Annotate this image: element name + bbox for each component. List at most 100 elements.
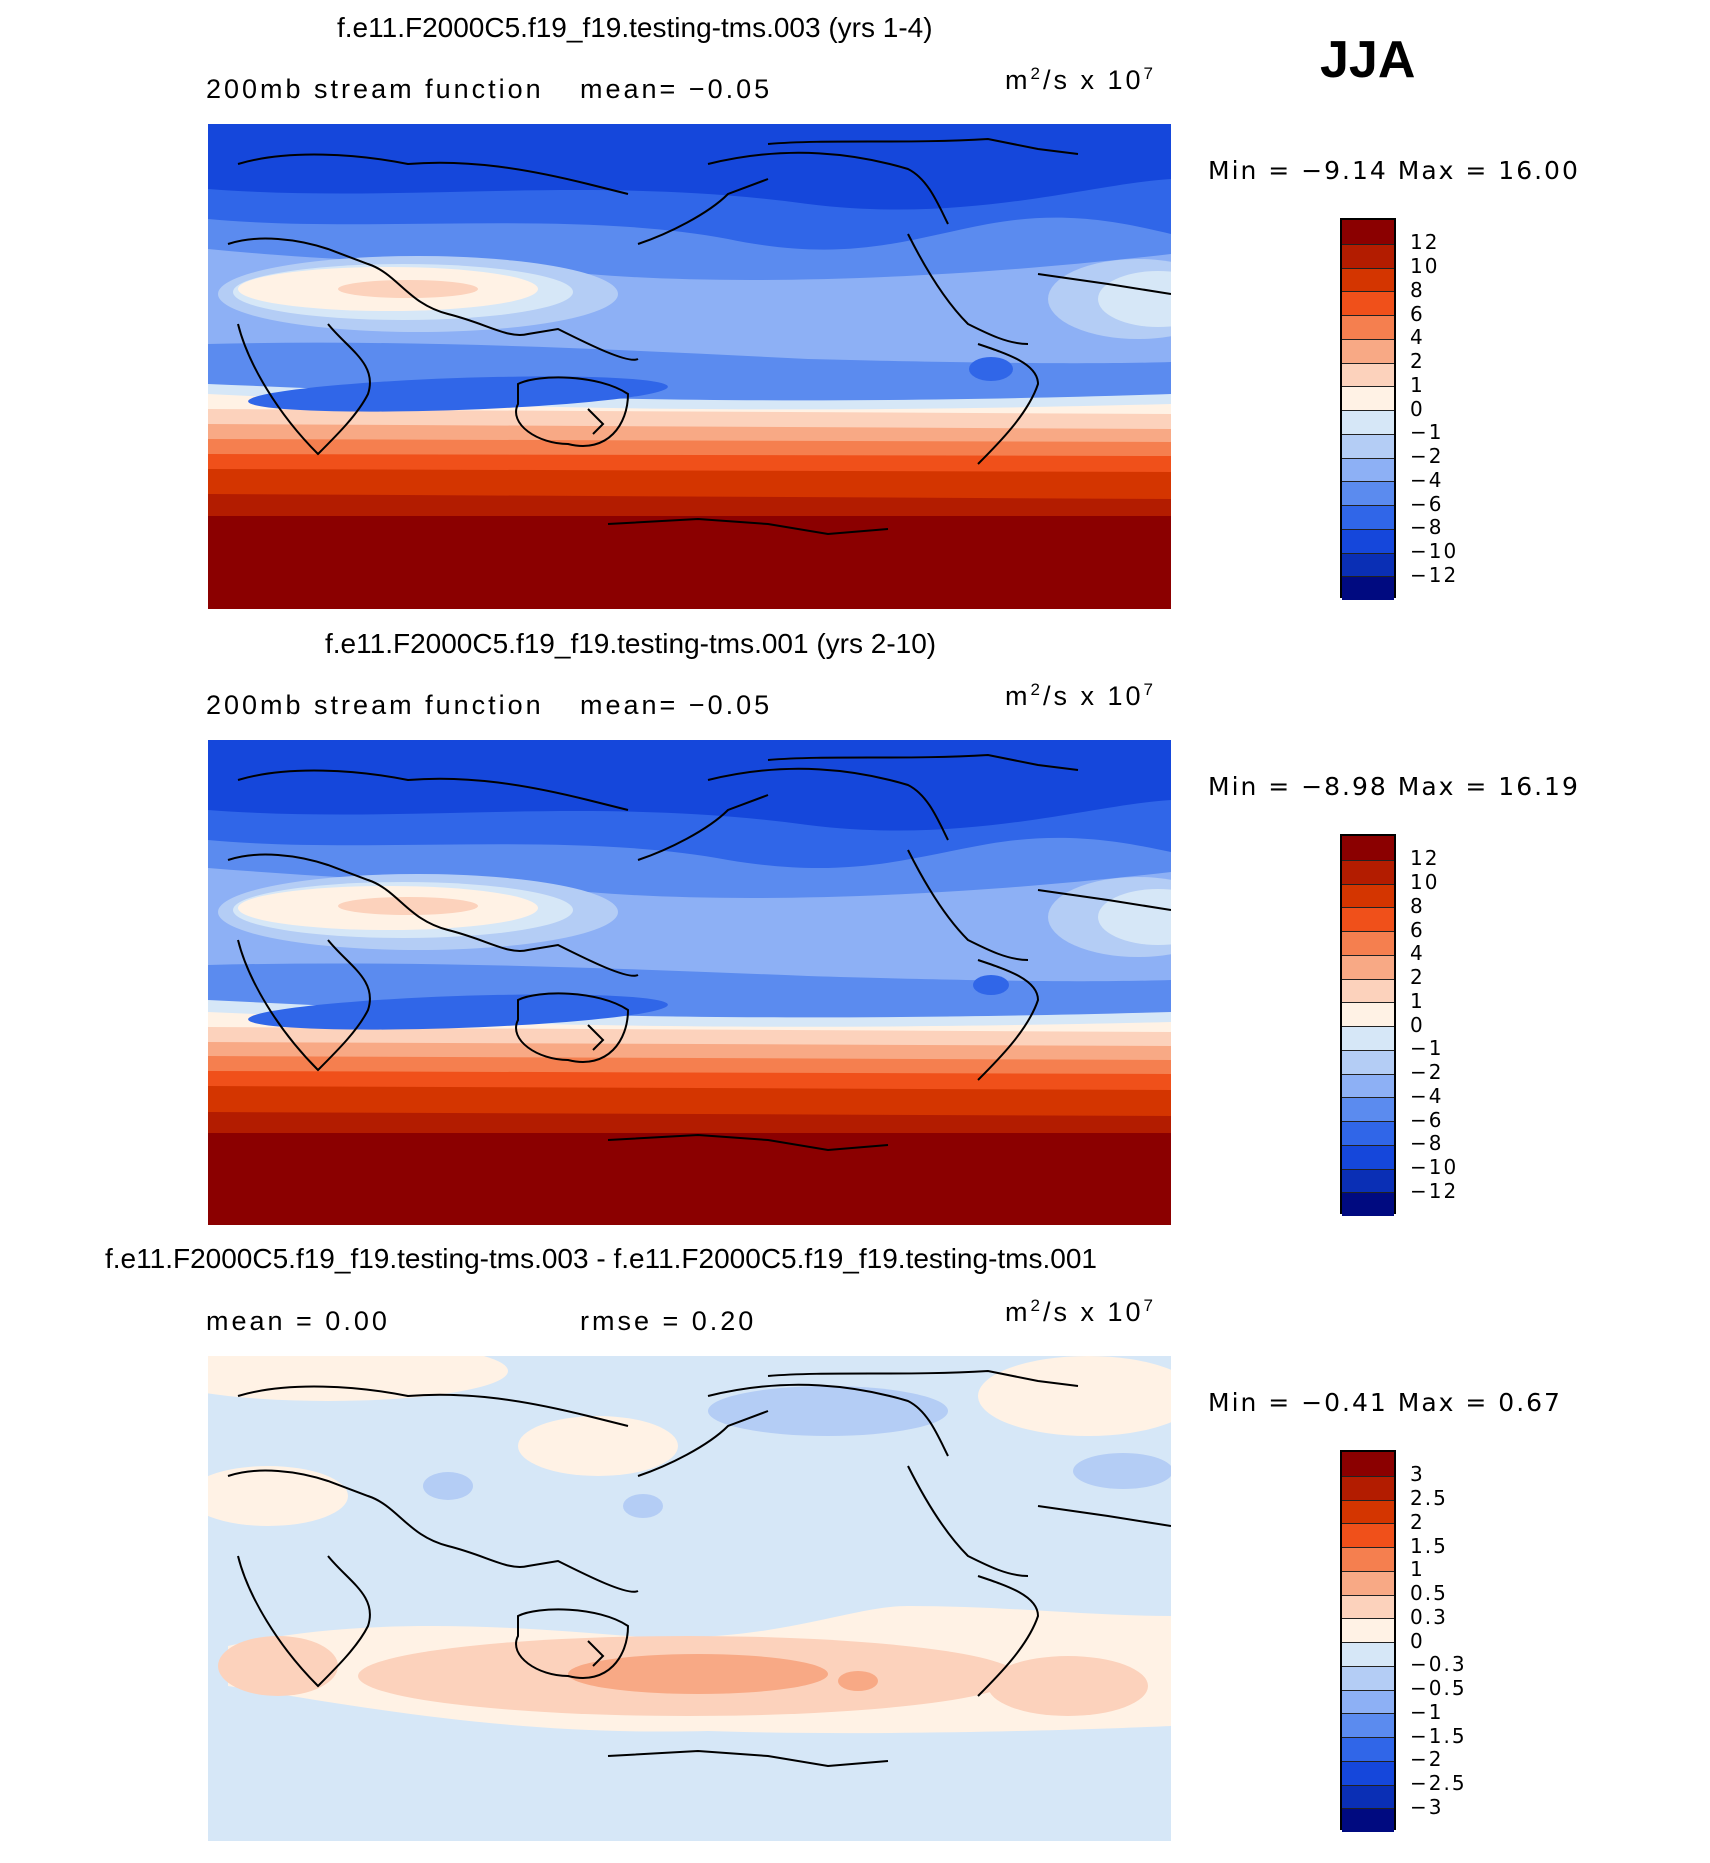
colorbar-label: 2.5 xyxy=(1410,1486,1448,1510)
colorbar-label: 1 xyxy=(1410,373,1425,397)
colorbar-swatch xyxy=(1342,410,1394,434)
colorbar-swatch xyxy=(1342,1665,1394,1690)
colorbar-label: −1 xyxy=(1410,420,1444,444)
panel-2-minmax: Min = −8.98 Max = 16.19 xyxy=(1208,772,1580,801)
colorbar-label: 2 xyxy=(1410,349,1425,373)
colorbar-swatch xyxy=(1342,386,1394,410)
colorbar-label: 3 xyxy=(1410,1462,1425,1486)
colorbar-swatch xyxy=(1342,907,1394,931)
colorbar-swatch xyxy=(1342,1784,1394,1809)
panel-3-units: m2/s x 107 xyxy=(1005,1296,1156,1327)
colorbar-swatch xyxy=(1342,1475,1394,1500)
colorbar-label: 0 xyxy=(1410,1013,1425,1037)
colorbar-swatch xyxy=(1342,457,1394,482)
panel-2-map xyxy=(208,740,1171,1225)
panel-3-map xyxy=(208,1356,1171,1841)
colorbar-label: 10 xyxy=(1410,870,1440,894)
colorbar-swatch xyxy=(1342,243,1394,268)
colorbar-swatch xyxy=(1342,220,1394,244)
colorbar-swatch xyxy=(1342,315,1394,339)
panel-3-title: f.e11.F2000C5.f19_f19.testing-tms.003 - … xyxy=(105,1243,1098,1274)
colorbar-label: −12 xyxy=(1410,563,1459,587)
colorbar-swatch xyxy=(1342,931,1394,955)
colorbar-label: −2 xyxy=(1410,1747,1444,1771)
colorbar-swatch xyxy=(1342,576,1394,600)
colorbar-label: −2.5 xyxy=(1410,1771,1467,1795)
colorbar-label: 6 xyxy=(1410,918,1425,942)
colorbar-label: −6 xyxy=(1410,1108,1444,1132)
colorbar-label: −0.3 xyxy=(1410,1652,1467,1676)
colorbar-swatch xyxy=(1342,1452,1394,1476)
colorbar-label: 1 xyxy=(1410,989,1425,1013)
colorbar-swatch xyxy=(1342,1737,1394,1761)
colorbar-swatch xyxy=(1342,1808,1394,1832)
colorbar-label: −10 xyxy=(1410,1155,1459,1179)
colorbar-label: −4 xyxy=(1410,1084,1444,1108)
colorbar-swatch xyxy=(1342,1168,1394,1193)
colorbar-label: −1 xyxy=(1410,1036,1444,1060)
colorbar-label: 2 xyxy=(1410,965,1425,989)
colorbar-swatch xyxy=(1342,1689,1394,1714)
colorbar-label: −6 xyxy=(1410,492,1444,516)
colorbar-label: −2 xyxy=(1410,444,1444,468)
colorbar-swatch xyxy=(1342,883,1394,908)
colorbar-label: 6 xyxy=(1410,302,1425,326)
colorbar-swatch xyxy=(1342,291,1394,315)
colorbar-swatch xyxy=(1342,552,1394,577)
panel-1-minmax: Min = −9.14 Max = 16.00 xyxy=(1208,156,1580,185)
panel-2-title: f.e11.F2000C5.f19_f19.testing-tms.001 (y… xyxy=(325,628,937,659)
colorbar-label: 10 xyxy=(1410,254,1440,278)
colorbar-swatch xyxy=(1342,1002,1394,1026)
colorbar-label: 8 xyxy=(1410,894,1425,918)
panel-2-map-svg xyxy=(208,740,1171,1225)
colorbar-label: 2 xyxy=(1410,1510,1425,1534)
panel-1-units: m2/s x 107 xyxy=(1005,64,1156,95)
colorbar-label: −1 xyxy=(1410,1700,1444,1724)
colorbar-swatch xyxy=(1342,1097,1394,1121)
panel-3-rmse-label: rmse = 0.20 xyxy=(580,1306,757,1336)
panel-3-colorbar xyxy=(1340,1450,1396,1832)
panel-3-minmax: Min = −0.41 Max = 0.67 xyxy=(1208,1388,1562,1417)
colorbar-label: −2 xyxy=(1410,1060,1444,1084)
colorbar-label: −8 xyxy=(1410,1131,1444,1155)
panel-2-variable-label: 200mb stream function xyxy=(206,690,544,720)
colorbar-swatch xyxy=(1342,978,1394,1003)
colorbar-label: −10 xyxy=(1410,539,1459,563)
panel-2-colorbar xyxy=(1340,834,1396,1216)
colorbar-label: 0.5 xyxy=(1410,1581,1448,1605)
panel-1-map xyxy=(208,124,1171,609)
colorbar-swatch xyxy=(1342,1121,1394,1145)
panel-3-map-svg xyxy=(208,1356,1171,1841)
panel-3-mean-label: mean = 0.00 xyxy=(206,1306,390,1336)
colorbar-label: 0 xyxy=(1410,1629,1425,1653)
colorbar-label: 0 xyxy=(1410,397,1425,421)
colorbar-swatch xyxy=(1342,267,1394,292)
colorbar-swatch xyxy=(1342,1570,1394,1595)
colorbar-label: 4 xyxy=(1410,941,1425,965)
colorbar-swatch xyxy=(1342,1192,1394,1216)
colorbar-swatch xyxy=(1342,505,1394,529)
colorbar-swatch xyxy=(1342,1547,1394,1571)
colorbar-swatch xyxy=(1342,433,1394,458)
colorbar-swatch xyxy=(1342,1713,1394,1737)
colorbar-label: −12 xyxy=(1410,1179,1459,1203)
colorbar-swatch xyxy=(1342,1642,1394,1666)
colorbar-swatch xyxy=(1342,859,1394,884)
colorbar-swatch xyxy=(1342,1523,1394,1547)
colorbar-label: 12 xyxy=(1410,230,1440,254)
colorbar-swatch xyxy=(1342,1618,1394,1642)
colorbar-label: 12 xyxy=(1410,846,1440,870)
colorbar-swatch xyxy=(1342,1594,1394,1619)
panel-2-mean-label: mean= −0.05 xyxy=(580,690,773,720)
colorbar-label: 1.5 xyxy=(1410,1534,1448,1558)
panel-1-colorbar xyxy=(1340,218,1396,600)
colorbar-swatch xyxy=(1342,1073,1394,1098)
colorbar-label: −0.5 xyxy=(1410,1676,1467,1700)
panel-1-mean-label: mean= −0.05 xyxy=(580,74,773,104)
colorbar-swatch xyxy=(1342,836,1394,860)
colorbar-swatch xyxy=(1342,1144,1394,1169)
colorbar-label: −8 xyxy=(1410,515,1444,539)
colorbar-swatch xyxy=(1342,528,1394,553)
colorbar-swatch xyxy=(1342,1026,1394,1050)
colorbar-swatch xyxy=(1342,1760,1394,1785)
